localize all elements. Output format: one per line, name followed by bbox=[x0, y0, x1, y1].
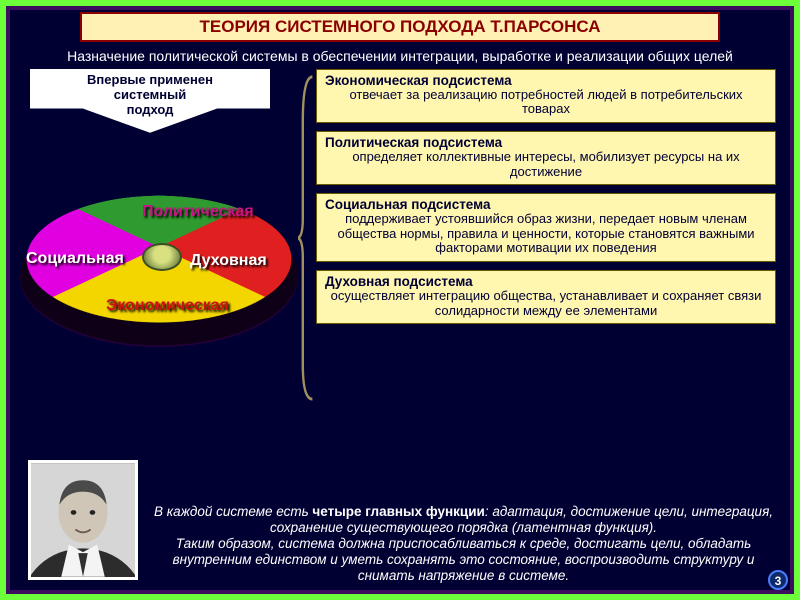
subsystem-card-body-2: поддерживает устоявшийся образ жизни, пе… bbox=[325, 212, 767, 256]
pie-slice-label-2: Экономическая bbox=[106, 297, 229, 315]
pie-slice-label-1: Духовная bbox=[190, 252, 267, 270]
pie-slice-label-3: Социальная bbox=[26, 250, 124, 268]
subsystem-card-title-0: Экономическая подсистема bbox=[325, 73, 767, 88]
arrow-label-line-2: подход bbox=[34, 102, 266, 117]
page-number: 3 bbox=[768, 570, 788, 590]
title-bar: ТЕОРИЯ СИСТЕМНОГО ПОДХОДА Т.ПАРСОНСА bbox=[80, 12, 720, 42]
pie-center bbox=[142, 243, 182, 271]
subsystem-card-title-2: Социальная подсистема bbox=[325, 197, 767, 212]
bottom-p2: Таким образом, система должна приспосабл… bbox=[173, 536, 755, 583]
title-text: ТЕОРИЯ СИСТЕМНОГО ПОДХОДА Т.ПАРСОНСА bbox=[200, 17, 601, 36]
bottom-p1-bold: четыре главных функции bbox=[312, 504, 484, 519]
arrow-label-line-1: системный bbox=[34, 87, 266, 102]
subsystem-card-2: Социальная подсистемаподдерживает устояв… bbox=[316, 193, 776, 262]
pie-chart: Политическая Духовная Экономическая Социаль… bbox=[24, 147, 294, 347]
pie-slice-label-0: Политическая bbox=[142, 203, 254, 221]
bottom-p1-pre: В каждой системе есть bbox=[154, 504, 312, 519]
subsystem-card-body-0: отвечает за реализацию потребностей люде… bbox=[325, 88, 767, 117]
subtitle-text: Назначение политической системы в обеспе… bbox=[67, 48, 733, 64]
subtitle: Назначение политической системы в обеспе… bbox=[6, 46, 794, 69]
bottom-paragraph: В каждой системе есть четыре главных фун… bbox=[151, 504, 776, 584]
subsystem-card-title-3: Духовная подсистема bbox=[325, 274, 767, 289]
arrow-label-line-0: Впервые применен bbox=[34, 72, 266, 87]
subsystem-card-3: Духовная подсистемаосуществляет интеграц… bbox=[316, 270, 776, 324]
subsystem-card-title-1: Политическая подсистема bbox=[325, 135, 767, 150]
arrow-label: Впервые применен системный подход bbox=[30, 69, 270, 133]
page-number-value: 3 bbox=[775, 574, 782, 588]
brace-icon bbox=[298, 73, 314, 403]
portrait bbox=[28, 460, 138, 580]
subsystem-cards: Экономическая подсистемаотвечает за реал… bbox=[316, 69, 776, 332]
subsystem-card-1: Политическая подсистемаопределяет коллек… bbox=[316, 131, 776, 185]
subsystem-card-0: Экономическая подсистемаотвечает за реал… bbox=[316, 69, 776, 123]
subsystem-card-body-3: осуществляет интеграцию общества, устана… bbox=[325, 289, 767, 318]
subsystem-card-body-1: определяет коллективные интересы, мобили… bbox=[325, 150, 767, 179]
